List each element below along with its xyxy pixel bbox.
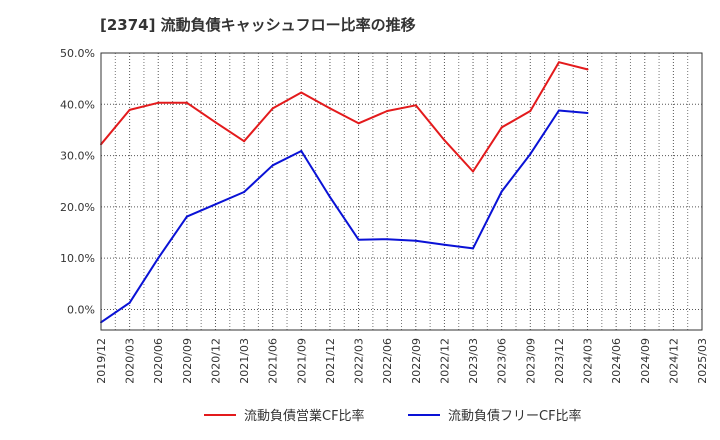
x-tick-label: 2021/12 <box>324 338 337 384</box>
data-point <box>243 191 246 194</box>
data-point <box>328 196 331 199</box>
grid <box>100 52 703 330</box>
data-point <box>300 149 303 152</box>
y-tick-label: 40.0% <box>60 98 95 111</box>
x-tick-label: 2020/03 <box>124 338 137 384</box>
data-point <box>157 257 160 260</box>
x-tick-label: 2020/12 <box>209 338 222 384</box>
x-tick-label: 2021/09 <box>295 338 308 384</box>
data-point <box>357 122 360 125</box>
data-point <box>557 109 560 112</box>
x-tick-label: 2023/06 <box>496 338 509 384</box>
x-tick-label: 2023/09 <box>524 338 537 384</box>
legend-label: 流動負債フリーCF比率 <box>448 408 582 424</box>
data-point <box>529 109 532 112</box>
x-tick-label: 2024/09 <box>639 338 652 384</box>
data-point <box>185 101 188 104</box>
data-point <box>557 61 560 64</box>
legend-label: 流動負債営業CF比率 <box>244 408 365 424</box>
data-point <box>414 239 417 242</box>
data-point <box>386 109 389 112</box>
data-point <box>472 170 475 173</box>
y-tick-label: 50.0% <box>60 47 95 60</box>
x-tick-label: 2024/03 <box>582 338 595 384</box>
data-point <box>328 107 331 110</box>
plot-frame <box>100 52 703 331</box>
data-point <box>128 108 131 111</box>
x-tick-label: 2022/03 <box>353 338 366 384</box>
data-point <box>357 238 360 241</box>
data-point <box>472 247 475 250</box>
y-tick-label: 20.0% <box>60 201 95 214</box>
data-point <box>243 140 246 143</box>
x-tick-label: 2023/12 <box>553 338 566 384</box>
x-tick-label: 2020/09 <box>181 338 194 384</box>
data-point <box>271 107 274 110</box>
y-tick-label: 10.0% <box>60 252 95 265</box>
x-tick-label: 2022/06 <box>381 338 394 384</box>
data-point <box>185 215 188 218</box>
data-point <box>586 112 589 115</box>
data-point <box>443 243 446 246</box>
data-point <box>586 68 589 71</box>
x-tick-label: 2021/03 <box>238 338 251 384</box>
data-point <box>214 121 217 124</box>
chart-title: [2374] 流動負債キャッシュフロー比率の推移 <box>100 16 416 34</box>
data-point <box>214 203 217 206</box>
y-tick-label: 30.0% <box>60 150 95 163</box>
x-tick-label: 2021/06 <box>267 338 280 384</box>
x-tick-label: 2025/03 <box>696 338 709 384</box>
x-tick-label: 2024/06 <box>610 338 623 384</box>
data-point <box>529 153 532 156</box>
data-point <box>271 164 274 167</box>
x-tick-label: 2019/12 <box>95 338 108 384</box>
y-tick-label: 0.0% <box>67 303 95 316</box>
series-line-1 <box>100 109 588 324</box>
data-point <box>386 238 389 241</box>
x-tick-label: 2020/06 <box>152 338 165 384</box>
x-tick-label: 2022/12 <box>438 338 451 384</box>
data-point <box>500 126 503 129</box>
data-point <box>157 101 160 104</box>
data-point <box>414 104 417 107</box>
legend: 流動負債営業CF比率 流動負債フリーCF比率 <box>204 408 582 424</box>
axes: 50.0% 40.0% 30.0% 20.0% 10.0% 0.0% 2019/12 2020… <box>60 47 709 384</box>
data-point <box>128 301 131 304</box>
series <box>100 61 589 324</box>
x-tick-label: 2024/12 <box>667 338 680 384</box>
x-tick-label: 2023/03 <box>467 338 480 384</box>
data-point <box>500 190 503 193</box>
data-point <box>443 139 446 142</box>
data-point <box>300 91 303 94</box>
series-line-0 <box>100 61 588 173</box>
x-tick-label: 2022/09 <box>410 338 423 384</box>
